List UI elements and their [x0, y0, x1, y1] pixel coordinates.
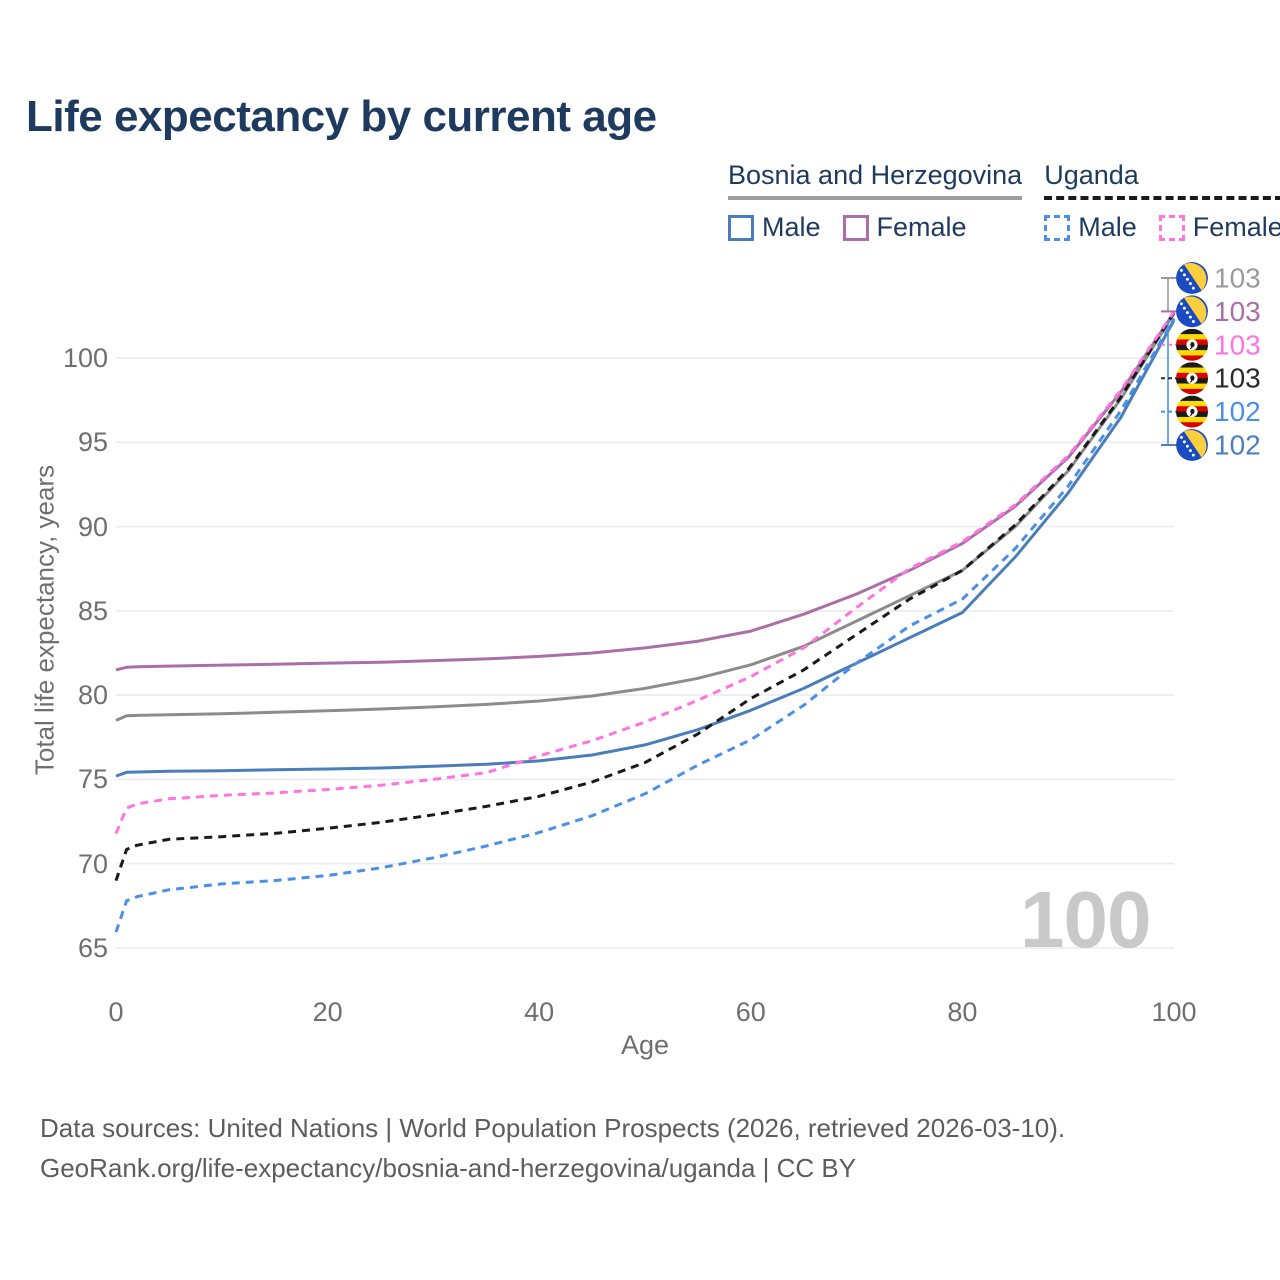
end-value-label: 103: [1214, 363, 1261, 394]
x-tick-label: 20: [312, 997, 343, 1027]
legend-swatch-icon: [728, 214, 754, 241]
legend-item-bosnia-and-herzegovina-female[interactable]: Female: [842, 212, 967, 243]
legend-swatch-icon: [1044, 214, 1071, 241]
y-tick-label: 100: [62, 343, 108, 373]
end-value-label: 102: [1214, 396, 1261, 427]
legend-swatch-icon: [842, 214, 869, 241]
y-tick-label: 75: [77, 764, 108, 795]
legend-group-bosnia: Bosnia and Herzegovina Male Female: [728, 160, 1023, 243]
footer: Data sources: United Nations | World Pop…: [40, 1108, 1065, 1188]
legend-item-label: Female: [876, 212, 967, 242]
uganda-flag-icon: [1176, 328, 1208, 361]
bosnia-and-herzegovina-flag-icon: [1176, 262, 1208, 294]
end-value-label: 103: [1214, 296, 1261, 327]
y-tick-label: 85: [77, 595, 108, 626]
page-title: Life expectancy by current age: [26, 92, 657, 141]
chart-legend: Bosnia and Herzegovina Male Female Uganda…: [728, 160, 1280, 243]
x-axis-title: Age: [620, 1030, 670, 1060]
x-tick-label: 80: [947, 997, 978, 1027]
uganda-flag-icon: [1176, 362, 1208, 395]
legend-item-uganda-female[interactable]: Female: [1158, 212, 1280, 243]
uganda-flag-icon: [1176, 395, 1208, 428]
y-tick-label: 90: [77, 511, 108, 542]
legend-country-bosnia[interactable]: Bosnia and Herzegovina: [728, 160, 1023, 200]
x-tick-label: 100: [1151, 997, 1197, 1027]
y-tick-label: 95: [77, 427, 108, 458]
end-value-label: 103: [1214, 263, 1261, 294]
series-line-uganda-female[interactable]: [114, 310, 1176, 834]
series-line-bosnia-and-herzegovina-both-sexes[interactable]: [115, 312, 1176, 722]
footer-data-sources: Data sources: United Nations | World Pop…: [40, 1113, 1066, 1143]
x-tick-label: 0: [108, 997, 124, 1027]
legend-item-bosnia-and-herzegovina-male[interactable]: Male: [728, 212, 821, 243]
legend-item-label: Male: [762, 212, 821, 242]
end-value-label: 103: [1214, 329, 1261, 360]
footer-attribution[interactable]: GeoRank.org/life-expectancy/bosnia-and-h…: [40, 1153, 857, 1183]
legend-swatch-icon: [1158, 214, 1185, 241]
x-tick-label: 40: [524, 997, 555, 1027]
legend-items-uganda: Male Female: [1044, 212, 1280, 243]
series-line-bosnia-and-herzegovina-female[interactable]: [115, 311, 1176, 672]
x-tick-label: 60: [735, 997, 766, 1027]
end-value-label: 102: [1214, 430, 1261, 461]
legend-items-bosnia: Male Female: [728, 212, 1022, 243]
legend-item-label: Male: [1078, 212, 1137, 242]
age-watermark: 100: [1020, 875, 1151, 964]
series-line-uganda-male[interactable]: [114, 317, 1176, 933]
legend-item-label: Female: [1192, 212, 1280, 242]
y-tick-label: 80: [77, 680, 108, 711]
legend-group-uganda: Uganda Male Female: [1044, 160, 1280, 243]
series-line-uganda-both-sexes[interactable]: [114, 311, 1176, 882]
legend-country-uganda[interactable]: Uganda: [1044, 160, 1280, 200]
legend-item-uganda-male[interactable]: Male: [1044, 212, 1137, 243]
bosnia-and-herzegovina-flag-icon: [1176, 295, 1208, 328]
y-tick-label: 70: [77, 848, 108, 879]
bosnia-and-herzegovina-flag-icon: [1176, 429, 1208, 461]
y-axis-title: Total life expectancy, years: [29, 464, 60, 776]
series-line-bosnia-and-herzegovina-male[interactable]: [115, 319, 1176, 778]
y-tick-label: 65: [77, 933, 108, 963]
